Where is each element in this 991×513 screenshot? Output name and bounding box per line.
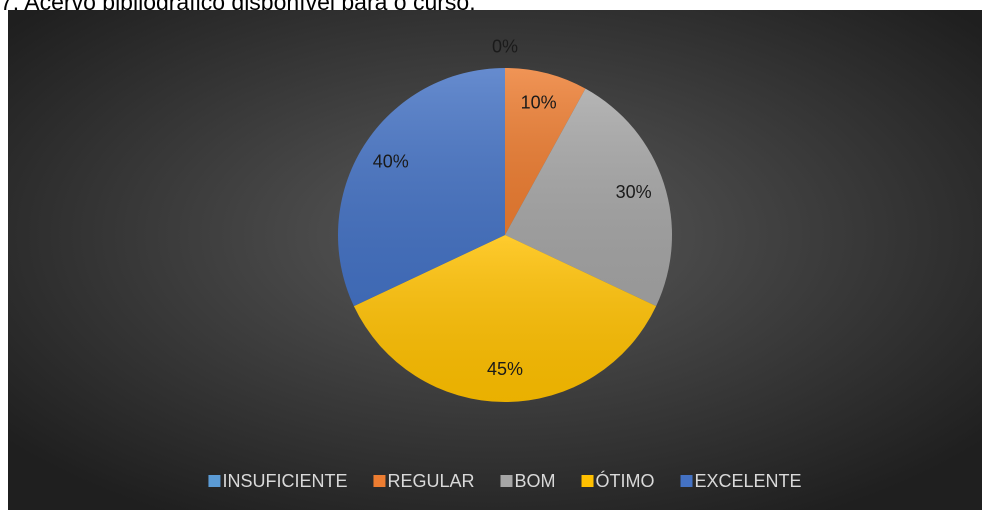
legend-label: ÓTIMO: [596, 470, 655, 491]
legend-label: BOM: [514, 471, 555, 491]
data-label: 30%: [616, 182, 652, 202]
legend-swatch: [581, 475, 594, 487]
data-label: 45%: [487, 359, 523, 379]
legend-swatch: [373, 475, 386, 487]
legend: INSUFICIENTE REGULAR BOM ÓTIMO EXCELENTE: [208, 470, 802, 491]
legend-swatch: [208, 475, 221, 487]
legend-swatch: [500, 475, 513, 487]
legend-label: INSUFICIENTE: [222, 471, 347, 491]
legend-label: EXCELENTE: [695, 471, 802, 491]
data-label: 0%: [492, 37, 518, 57]
legend-label: REGULAR: [387, 471, 474, 491]
legend-swatch: [680, 475, 693, 487]
data-label: 10%: [521, 93, 557, 113]
data-label: 40%: [373, 151, 409, 171]
